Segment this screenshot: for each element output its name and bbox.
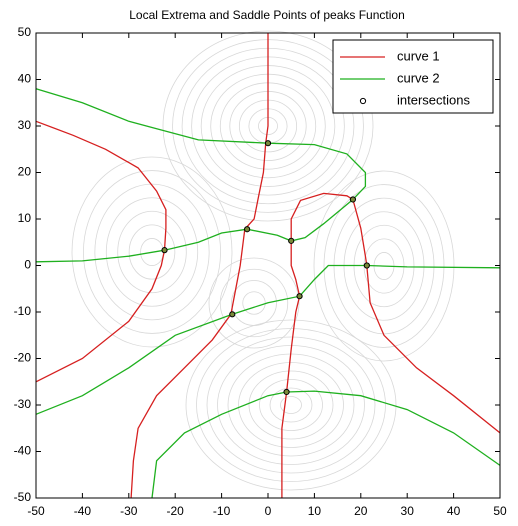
contour [117, 210, 187, 294]
x-tick-label: -30 [120, 504, 138, 518]
intersection-marker [363, 262, 370, 269]
x-tick-label: -10 [213, 504, 231, 518]
contour [323, 184, 445, 348]
legend-box [332, 39, 494, 114]
x-tick-label: -40 [74, 504, 92, 518]
contour [83, 170, 221, 334]
contour [206, 336, 376, 474]
contour [162, 30, 374, 222]
y-tick-label: 30 [18, 118, 32, 132]
contour [208, 257, 300, 349]
x-tick-label: -20 [167, 504, 185, 518]
contour [105, 197, 199, 307]
y-tick-label: -50 [14, 490, 32, 504]
x-tick-label: -50 [27, 504, 45, 518]
contour [217, 345, 365, 465]
plot-frame [35, 32, 501, 499]
x-tick-label: 40 [447, 504, 461, 518]
y-tick-label: -10 [14, 304, 32, 318]
x-tick-label: 20 [354, 504, 368, 518]
y-tick-label: 40 [18, 72, 32, 86]
y-tick-label: 10 [18, 211, 32, 225]
intersection-marker [161, 247, 168, 254]
chart-title: Local Extrema and Saddle Points of peaks… [129, 8, 405, 22]
contour [128, 224, 176, 280]
intersection-marker [244, 226, 251, 233]
y-tick-label: 0 [24, 258, 31, 272]
x-tick-label: 30 [401, 504, 415, 518]
legend-swatch [359, 97, 367, 105]
x-tick-label: 10 [308, 504, 322, 518]
y-tick-label: -20 [14, 351, 32, 365]
contour [313, 170, 455, 362]
intersection-marker [283, 388, 290, 396]
contour [94, 183, 210, 321]
legend-label: intersections [397, 92, 470, 107]
intersection-marker [296, 293, 303, 300]
curve [35, 33, 501, 499]
intersection-marker [229, 311, 236, 318]
intersection-marker [264, 140, 272, 147]
legend-label: curve 2 [397, 70, 440, 85]
contour [259, 379, 323, 431]
contour [71, 156, 233, 348]
legend-label: curve 1 [397, 48, 440, 63]
y-tick-label: 50 [18, 25, 32, 39]
intersection-marker [349, 196, 357, 203]
contour [185, 319, 397, 491]
intersection-marker [288, 237, 295, 244]
y-tick-label: 20 [18, 165, 32, 179]
contour [238, 362, 344, 448]
contour [269, 387, 313, 423]
contour [248, 370, 334, 440]
y-tick-label: -30 [14, 397, 32, 411]
contour [219, 268, 289, 338]
contour [231, 280, 277, 326]
x-tick-label: 0 [265, 504, 272, 518]
x-tick-label: 50 [493, 504, 507, 518]
contour [280, 396, 302, 414]
y-tick-label: -40 [14, 444, 32, 458]
